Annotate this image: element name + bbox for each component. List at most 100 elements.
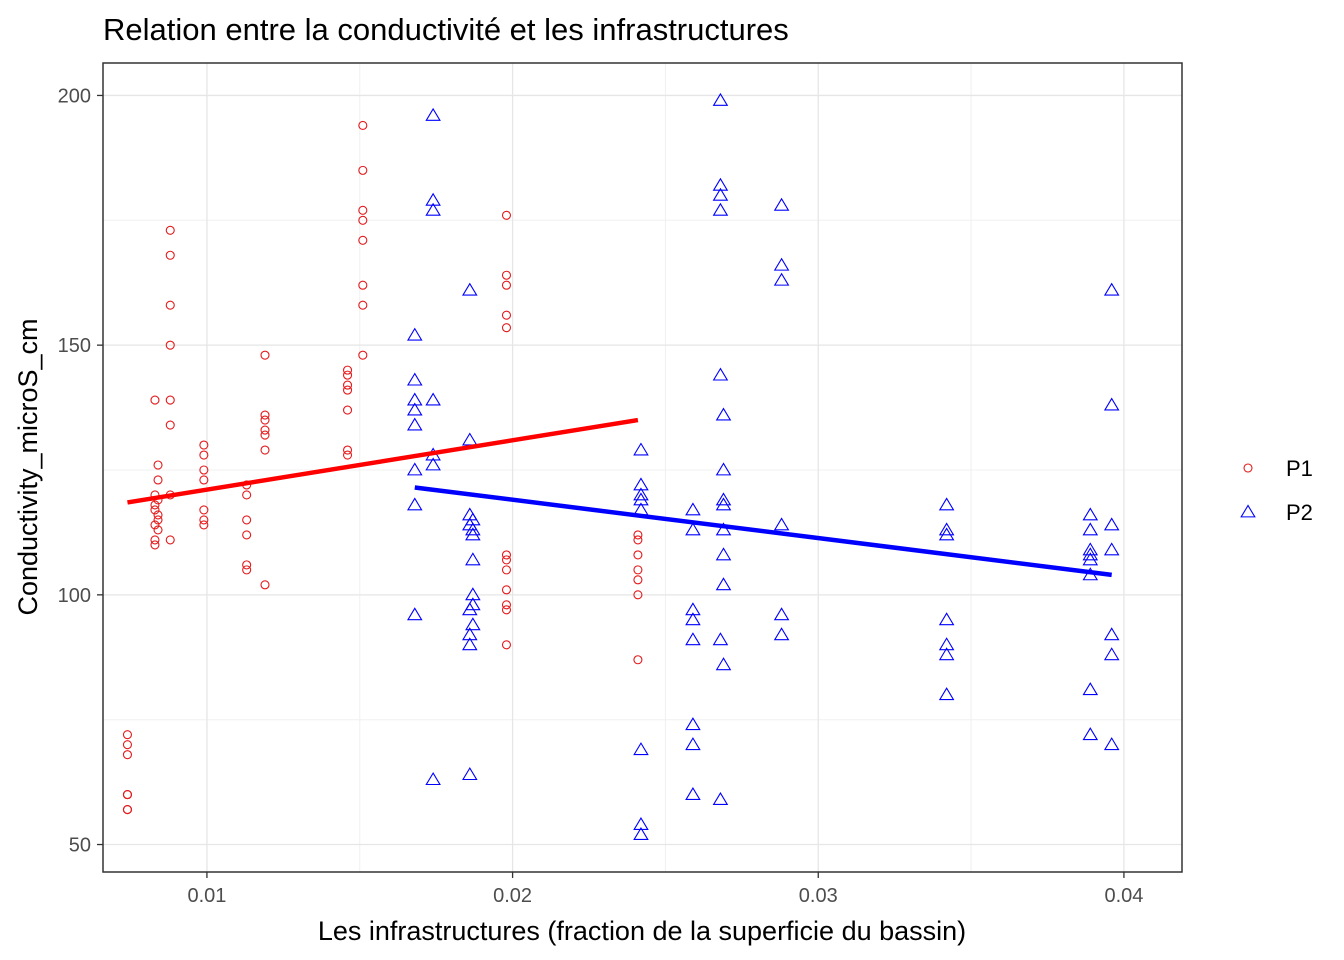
data-point-p2 (712, 187, 729, 201)
data-point-p2 (633, 742, 649, 756)
data-point-p1 (150, 395, 160, 405)
data-point-p1 (199, 465, 209, 475)
data-point-p1 (153, 510, 163, 520)
data-point-p2 (406, 327, 423, 341)
data-point-p1 (342, 380, 353, 390)
data-point-p2 (1103, 737, 1120, 751)
data-point-p2 (1103, 397, 1120, 411)
data-point-p2 (1082, 552, 1099, 566)
data-point-p2 (938, 497, 955, 511)
data-point-p1 (501, 210, 512, 220)
data-point-p1 (260, 425, 270, 435)
data-point-p2 (633, 492, 649, 506)
data-point-p2 (425, 457, 441, 471)
trend-layer (127, 417, 1112, 578)
data-point-p1 (260, 445, 270, 455)
x-tick-label: 0.01 (187, 885, 226, 907)
data-point-p2 (685, 737, 701, 751)
data-point-p2 (938, 527, 955, 541)
data-point-p2 (773, 197, 790, 211)
data-point-p1 (122, 740, 133, 750)
data-point-p1 (165, 535, 175, 545)
data-point-p2 (1082, 542, 1099, 556)
data-point-p2 (406, 607, 423, 621)
trend-line-p1 (127, 417, 639, 505)
data-point-p2 (938, 522, 955, 536)
data-point-p1 (633, 575, 643, 585)
data-point-p2 (773, 257, 790, 271)
y-tick-label: 150 (58, 335, 91, 357)
data-point-p1 (342, 385, 353, 395)
data-point-p1 (150, 505, 160, 515)
data-point-p2 (1082, 507, 1099, 521)
data-point-p1 (165, 420, 175, 430)
data-point-p2 (425, 107, 441, 121)
data-point-p2 (1082, 522, 1099, 536)
data-point-p1 (150, 500, 160, 510)
points-layer (122, 92, 1120, 840)
data-point-p1 (501, 323, 512, 333)
data-point-p1 (633, 590, 643, 600)
data-point-p1 (358, 205, 368, 215)
data-point-p2 (715, 492, 732, 506)
data-point-p1 (242, 530, 252, 540)
data-point-p2 (425, 772, 441, 786)
legend-label-p1: P1 (1286, 456, 1313, 481)
data-point-p1 (150, 535, 160, 545)
data-point-p2 (1082, 682, 1099, 696)
data-point-p2 (773, 272, 790, 286)
data-point-p1 (358, 280, 368, 290)
data-point-p1 (260, 415, 270, 425)
data-point-p1 (501, 555, 512, 565)
y-axis-title: Conductivity_microS_cm (13, 318, 43, 615)
x-axis-ticks: 0.01 0.02 0.03 0.04 (187, 872, 1143, 907)
data-point-p2 (465, 552, 481, 566)
data-point-p1 (153, 475, 163, 485)
chart-title: Relation entre la conductivité et les in… (103, 12, 789, 47)
y-tick-label: 200 (58, 85, 91, 107)
data-point-p2 (465, 527, 481, 541)
legend-label-p2: P2 (1286, 500, 1313, 525)
data-point-p2 (1103, 627, 1120, 641)
data-point-p2 (633, 487, 649, 501)
grid-minor (103, 63, 1182, 872)
data-point-p1 (153, 515, 163, 525)
data-point-p2 (462, 602, 478, 616)
data-point-p1 (242, 490, 252, 500)
data-point-p2 (406, 392, 423, 406)
data-point-p2 (773, 627, 790, 641)
data-point-p2 (633, 816, 649, 830)
data-point-p1 (501, 310, 512, 320)
y-axis-ticks: 50 100 150 200 (58, 85, 103, 857)
data-point-p1 (358, 120, 368, 130)
data-point-p2 (406, 417, 423, 431)
data-point-p1 (358, 165, 368, 175)
data-point-p1 (260, 350, 270, 360)
data-point-p1 (153, 525, 163, 535)
data-point-p2 (715, 522, 732, 536)
data-point-p2 (633, 826, 649, 840)
data-point-p2 (938, 612, 955, 626)
data-point-p2 (773, 517, 790, 531)
data-point-p2 (462, 767, 478, 781)
data-point-p2 (715, 407, 732, 421)
data-point-p2 (773, 607, 790, 621)
data-point-p2 (406, 402, 423, 416)
data-point-p2 (715, 547, 732, 561)
data-point-p1 (199, 505, 209, 515)
data-point-p1 (153, 460, 163, 470)
data-point-p1 (342, 445, 353, 455)
data-point-p1 (242, 560, 252, 570)
data-point-p2 (633, 477, 649, 491)
data-point-p1 (633, 655, 643, 665)
grid-major (103, 63, 1182, 872)
data-point-p2 (465, 522, 481, 536)
data-point-p1 (122, 750, 133, 760)
data-point-p2 (462, 627, 478, 641)
data-point-p1 (501, 605, 512, 615)
data-point-p2 (715, 577, 732, 591)
data-point-p1 (501, 585, 512, 595)
data-point-p1 (150, 540, 160, 550)
legend-key-p1 (1243, 463, 1253, 473)
data-point-p1 (633, 565, 643, 575)
